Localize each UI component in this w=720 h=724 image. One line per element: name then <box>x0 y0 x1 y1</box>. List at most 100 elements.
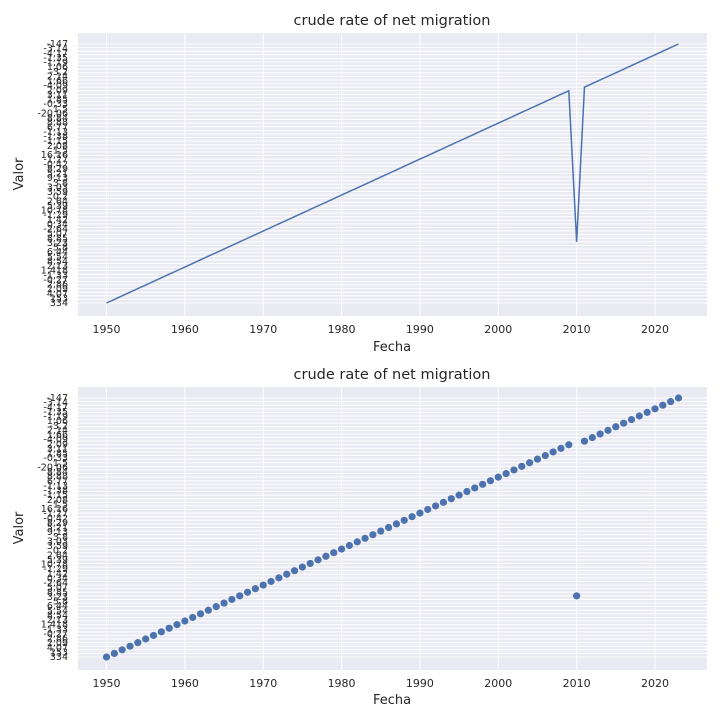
y-tick-label: 2,64 <box>47 196 68 207</box>
scatter-chart-x-gridlines <box>106 387 656 670</box>
data-point <box>384 523 393 532</box>
data-point <box>471 484 479 492</box>
y-tick-label: -4,09 <box>43 81 68 92</box>
y-tick-label: 1,5 <box>53 499 68 510</box>
y-tick-label: 5,07 <box>47 583 68 594</box>
scatter-chart-title: crude rate of net migration <box>294 367 491 383</box>
data-point <box>330 549 338 557</box>
data-point <box>494 473 502 481</box>
y-tick-label: 8,88 <box>47 472 68 483</box>
line-series <box>106 43 679 304</box>
data-point <box>243 588 252 596</box>
y-tick-label: 334 <box>50 652 68 663</box>
y-tick-label: -4,17 <box>43 48 68 59</box>
y-tick-label: -1,15 <box>43 136 68 147</box>
line-chart-y-tick-labels: 3341534,072,092,86-0,27-1,331,4182,138,5… <box>37 39 68 309</box>
y-tick-label: 3,59 <box>47 541 68 552</box>
y-tick-label: 10,78 <box>41 560 68 571</box>
line-chart-x-tick-labels: 1950 1960 1970 1980 1990 2000 2010 2020 <box>93 323 669 336</box>
y-tick-label: -147 <box>46 39 68 50</box>
y-tick-label: -1,35 <box>43 53 68 64</box>
y-tick-label: -1,13 <box>43 127 68 138</box>
y-tick-label: 3,11 <box>47 90 68 101</box>
y-tick-label: 153 <box>50 647 68 658</box>
y-tick-label: 3,23 <box>47 592 68 603</box>
y-tick-label: 1,42 <box>47 569 68 580</box>
x-tick-label: 1980 <box>328 677 356 690</box>
data-point <box>259 581 267 589</box>
y-tick-label: 3,03 <box>47 536 68 547</box>
y-tick-label: 8,29 <box>47 164 68 175</box>
y-tick-label: -1,38 <box>43 132 68 143</box>
y-tick-label: 2,09 <box>47 284 68 295</box>
y-tick-label: 1,85 <box>47 449 68 460</box>
line-chart-x-gridlines <box>106 33 656 316</box>
x-tick-label: 1970 <box>249 677 277 690</box>
data-point <box>416 509 424 517</box>
y-tick-label: -4,17 <box>43 402 68 413</box>
data-point <box>204 606 212 614</box>
y-tick-label: 5,21 <box>47 523 68 534</box>
y-tick-label: -3,2 <box>49 67 68 78</box>
data-point <box>212 603 220 611</box>
data-point <box>518 462 526 470</box>
y-tick-label: -3,14 <box>43 398 68 409</box>
y-tick-label: 16,16 <box>41 150 68 161</box>
y-tick-label: -0,33 <box>43 99 68 110</box>
data-point <box>674 394 683 402</box>
y-tick-label: 2,09 <box>47 439 68 450</box>
y-tick-label: 0,2 <box>53 546 68 557</box>
y-tick-label: 5,39 <box>47 555 68 566</box>
y-tick-label: 2,86 <box>47 634 68 645</box>
y-tick-label: 4,07 <box>47 289 68 300</box>
y-tick-label: -0,42 <box>43 513 68 524</box>
data-point <box>659 401 667 409</box>
data-point <box>290 567 299 575</box>
y-tick-label: -1,29 <box>43 564 68 575</box>
y-tick-label: 3,8 <box>53 532 68 543</box>
line-chart-x-axis-label: Fecha <box>373 340 411 355</box>
y-tick-label: 1,06 <box>47 416 68 427</box>
y-tick-label: 1,418 <box>41 266 68 277</box>
data-point <box>361 534 369 542</box>
y-tick-label: 8,84 <box>47 113 68 124</box>
y-tick-label: 3,59 <box>47 187 68 198</box>
y-tick-label: -1,13 <box>43 481 68 492</box>
data-point <box>651 405 659 413</box>
data-point <box>267 577 275 586</box>
data-point <box>377 527 385 535</box>
y-tick-label: 4,07 <box>47 643 68 654</box>
x-tick-label: 2010 <box>563 323 591 336</box>
x-tick-label: 2020 <box>641 677 669 690</box>
y-tick-label: -1,33 <box>43 624 68 635</box>
y-tick-label: -2,64 <box>43 224 68 235</box>
data-point <box>173 621 181 629</box>
x-tick-label: 2000 <box>484 677 512 690</box>
y-tick-label: 5,21 <box>47 169 68 180</box>
y-tick-label: 1,418 <box>41 620 68 631</box>
y-tick-label: 8,54 <box>47 610 68 621</box>
y-tick-label: -4,09 <box>43 435 68 446</box>
scatter-chart-y-axis-label: Valor <box>12 511 27 544</box>
y-tick-label: 8,85 <box>47 233 68 244</box>
y-tick-label: 1,66 <box>47 76 68 87</box>
x-tick-label: 1950 <box>93 323 121 336</box>
y-tick-label: 1,5 <box>53 458 68 469</box>
y-tick-label: 8,29 <box>47 518 68 529</box>
y-tick-label: 8,88 <box>47 118 68 129</box>
y-tick-label: -1,29 <box>43 210 68 221</box>
data-point <box>424 505 432 514</box>
data-point <box>110 649 118 658</box>
data-point <box>196 610 205 618</box>
data-point <box>486 477 495 485</box>
y-tick-label: -0,33 <box>43 453 68 464</box>
y-tick-label: 6,77 <box>47 476 68 487</box>
data-point <box>400 516 408 524</box>
y-tick-label: 1,42 <box>47 215 68 226</box>
data-point <box>142 635 150 643</box>
data-point <box>118 646 126 654</box>
x-tick-label: 2020 <box>641 323 669 336</box>
y-tick-label: -0,27 <box>43 275 68 286</box>
y-tick-label: 8,84 <box>47 467 68 478</box>
y-tick-label: 9,13 <box>47 173 68 184</box>
